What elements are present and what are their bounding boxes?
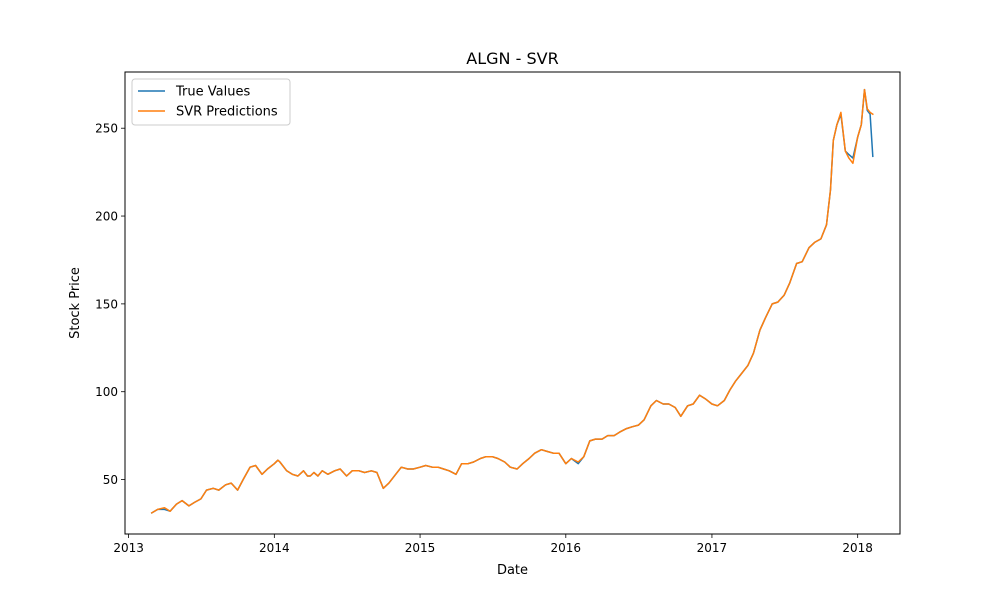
legend-box <box>131 78 291 126</box>
legend: True Values SVR Predictions <box>131 78 291 126</box>
x-axis: 2013 2014 2015 2016 2017 2018 <box>113 534 873 555</box>
series-line-2 <box>150 88 874 514</box>
legend-entries: True Values SVR Predictions <box>138 85 278 120</box>
x-tick-label: 2018 <box>842 541 873 555</box>
chart-title: ALGN - SVR <box>466 49 558 68</box>
y-tick-label: 250 <box>95 122 118 136</box>
x-tick-label: 2017 <box>697 541 728 555</box>
x-tick-label: 2015 <box>405 541 436 555</box>
plot-area <box>124 71 901 535</box>
legend-label-1: True Values <box>175 85 250 100</box>
y-axis: 50 100 150 200 250 <box>95 122 125 487</box>
x-tick-label: 2014 <box>259 541 290 555</box>
y-tick-label: 100 <box>95 385 118 399</box>
y-tick-label: 200 <box>95 210 118 224</box>
plot-frame <box>124 71 901 535</box>
y-tick-label: 50 <box>103 473 118 487</box>
x-axis-label: Date <box>497 563 528 578</box>
series-layer <box>150 88 874 514</box>
legend-label-2: SVR Predictions <box>176 105 278 120</box>
y-axis-label: Stock Price <box>68 267 83 339</box>
x-tick-label: 2016 <box>551 541 582 555</box>
plot-background <box>125 72 900 534</box>
y-tick-label: 150 <box>95 297 118 311</box>
x-tick-label: 2013 <box>113 541 144 555</box>
